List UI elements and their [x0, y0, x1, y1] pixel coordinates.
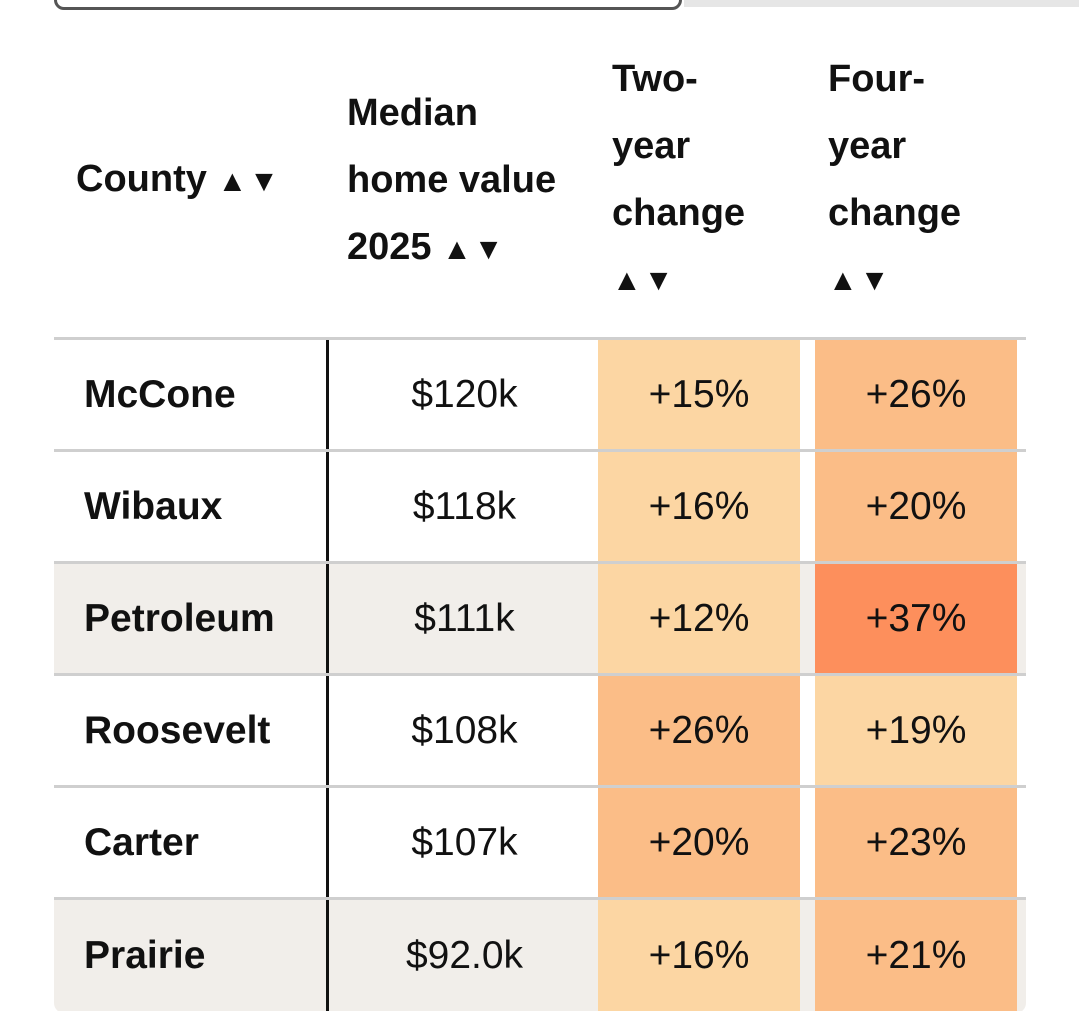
cell-median-home-value: $92.0k	[326, 900, 600, 1011]
cell-four-year-change: +37%	[815, 564, 1017, 673]
table-row: Wibaux $118k +16% +20%	[54, 452, 1026, 564]
column-header-county[interactable]: County ▲▼	[76, 146, 281, 215]
cell-four-year-change: +20%	[815, 452, 1017, 561]
cell-county: Wibaux	[84, 484, 223, 528]
column-header-two-year-change[interactable]: Two- year change ▲▼	[612, 46, 792, 314]
column-header-two-line1: Two-	[612, 58, 698, 100]
cell-two-year-change: +12%	[598, 564, 800, 673]
sort-arrows-icon[interactable]: ▲▼	[442, 233, 506, 266]
column-header-two-line3: change	[612, 192, 746, 234]
cell-two-year-change: +15%	[598, 340, 800, 449]
column-header-four-year-change[interactable]: Four- year change ▲▼	[828, 46, 1008, 314]
column-header-median-home-value[interactable]: Median home value 2025 ▲▼	[347, 80, 587, 283]
search-input[interactable]	[54, 0, 682, 10]
cell-median-home-value: $111k	[326, 564, 600, 673]
column-header-two-line2: year	[612, 125, 691, 167]
cell-median-home-value: $107k	[326, 788, 600, 897]
cell-four-year-change: +23%	[815, 788, 1017, 897]
top-divider	[684, 0, 1079, 7]
cell-county: Prairie	[84, 933, 206, 977]
cell-four-year-change: +19%	[815, 676, 1017, 785]
cell-four-year-change: +21%	[815, 900, 1017, 1011]
cell-two-year-change: +26%	[598, 676, 800, 785]
table-row: Prairie $92.0k +16% +21%	[54, 900, 1026, 1011]
sort-arrows-icon[interactable]: ▲▼	[612, 264, 676, 297]
cell-median-home-value: $118k	[326, 452, 600, 561]
cell-four-year-change: +26%	[815, 340, 1017, 449]
sort-arrows-icon[interactable]: ▲▼	[828, 264, 892, 297]
cell-median-home-value: $108k	[326, 676, 600, 785]
table-body: McCone $120k +15% +26% Wibaux $118k +16%…	[54, 337, 1026, 1013]
column-header-county-label: County	[76, 158, 207, 200]
column-header-median-line2: home value	[347, 159, 557, 201]
column-header-median-line1: Median	[347, 92, 478, 134]
cell-county: McCone	[84, 372, 236, 416]
column-header-four-line1: Four-	[828, 58, 926, 100]
cell-county: Roosevelt	[84, 708, 271, 752]
cell-two-year-change: +20%	[598, 788, 800, 897]
table-row: Roosevelt $108k +26% +19%	[54, 676, 1026, 788]
cell-two-year-change: +16%	[598, 452, 800, 561]
table-row: Petroleum $111k +12% +37%	[54, 564, 1026, 676]
table-row: Carter $107k +20% +23%	[54, 788, 1026, 900]
cell-two-year-change: +16%	[598, 900, 800, 1011]
column-header-four-line3: change	[828, 192, 962, 234]
sort-arrows-icon[interactable]: ▲▼	[217, 165, 281, 198]
cell-median-home-value: $120k	[326, 340, 600, 449]
column-header-median-line3: 2025	[347, 226, 432, 268]
cell-county: Carter	[84, 820, 199, 864]
cell-county: Petroleum	[84, 596, 275, 640]
table-row: McCone $120k +15% +26%	[54, 340, 1026, 452]
column-header-four-line2: year	[828, 125, 907, 167]
